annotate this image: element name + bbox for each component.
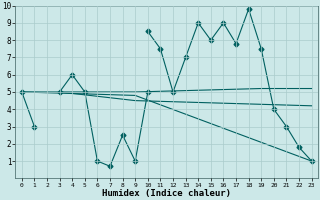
X-axis label: Humidex (Indice chaleur): Humidex (Indice chaleur) [102,189,231,198]
